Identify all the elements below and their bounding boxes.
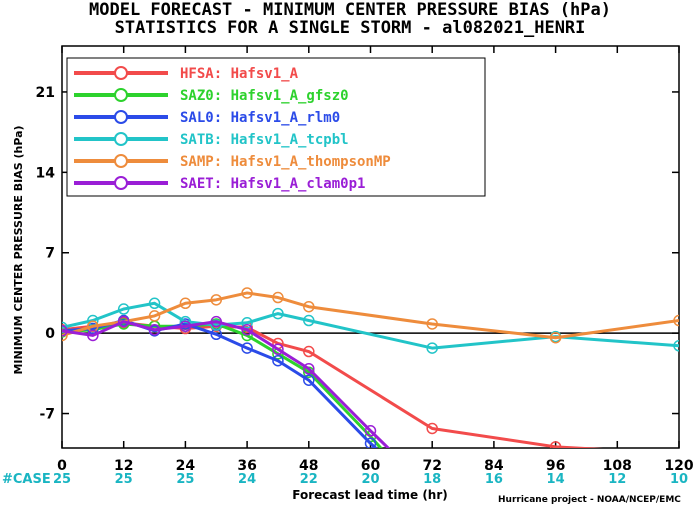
legend-label: SATB: Hafsv1_A_tcpbl xyxy=(180,132,349,148)
case-count: 25 xyxy=(115,472,133,487)
data-point xyxy=(117,315,130,328)
data-point xyxy=(303,345,315,358)
y-tick-label: 7 xyxy=(45,246,55,262)
data-point xyxy=(62,321,68,334)
case-count: 25 xyxy=(176,472,194,487)
legend-marker xyxy=(114,110,128,124)
data-point xyxy=(241,317,253,329)
data-point xyxy=(272,343,284,355)
legend-label: HFSA: Hafsv1_A xyxy=(180,66,299,82)
x-tick-label: 108 xyxy=(603,458,632,474)
legend-label: SAL0: Hafsv1_A_rlm0 xyxy=(180,110,340,126)
x-tick-label: 12 xyxy=(114,458,133,474)
data-point xyxy=(426,318,438,330)
data-point xyxy=(62,325,68,337)
data-point xyxy=(148,297,161,310)
chart-title: MODEL FORECAST - MINIMUM CENTER PRESSURE… xyxy=(89,0,611,20)
data-point xyxy=(396,466,406,476)
data-point xyxy=(241,342,253,354)
y-tick-label: 14 xyxy=(36,165,56,181)
chart-subtitle: STATISTICS FOR A SINGLE STORM - al082021… xyxy=(114,18,586,38)
data-point xyxy=(62,329,68,342)
case-count: 25 xyxy=(53,472,71,487)
case-count: 12 xyxy=(608,472,626,487)
y-tick-label: -7 xyxy=(39,407,55,423)
x-tick-label: 120 xyxy=(664,458,693,474)
data-point xyxy=(272,291,284,304)
case-count: 14 xyxy=(547,472,565,487)
data-point xyxy=(426,342,438,354)
data-point xyxy=(396,466,406,476)
x-tick-label: 0 xyxy=(57,458,67,474)
legend-marker xyxy=(114,154,128,168)
x-axis-label: Forecast lead time (hr) xyxy=(292,488,448,502)
series-line xyxy=(62,321,604,448)
case-count: 16 xyxy=(485,472,503,487)
data-point xyxy=(210,328,222,341)
data-point xyxy=(210,319,222,331)
data-point xyxy=(303,300,315,313)
data-point xyxy=(241,287,253,299)
legend-box xyxy=(66,57,486,197)
x-tick-label: 84 xyxy=(484,458,504,474)
case-count: 24 xyxy=(238,472,256,487)
x-tick-label: 96 xyxy=(546,458,565,474)
data-point xyxy=(148,323,161,336)
y-axis-label: MINIMUM CENTER PRESSURE BIAS (hPa) xyxy=(12,125,25,374)
data-point xyxy=(117,303,130,315)
series-line xyxy=(62,322,383,448)
data-point xyxy=(148,310,161,322)
legend-marker xyxy=(114,88,128,102)
data-point xyxy=(210,315,222,328)
case-count: 20 xyxy=(361,472,379,487)
x-tick-label: 72 xyxy=(422,458,441,474)
data-point xyxy=(303,362,315,375)
data-point xyxy=(210,294,222,306)
data-point xyxy=(303,374,315,386)
data-point xyxy=(272,307,284,320)
data-point xyxy=(407,466,417,476)
data-point xyxy=(364,437,377,448)
data-point xyxy=(87,329,99,342)
legend-marker xyxy=(114,132,128,146)
legend-marker xyxy=(114,66,128,80)
case-count: 22 xyxy=(300,472,318,487)
x-tick-label: 36 xyxy=(237,458,256,474)
data-point xyxy=(549,441,562,448)
legend-label: SAET: Hafsv1_A_clam0p1 xyxy=(180,176,365,192)
legend-label: SAZ0: Hafsv1_A_gfsz0 xyxy=(180,88,349,104)
y-tick-label: 0 xyxy=(45,326,55,342)
data-point xyxy=(272,354,284,367)
x-tick-label: 24 xyxy=(176,458,196,474)
legend-label: SAMP: Hafsv1_A_thompsonMP xyxy=(180,154,391,170)
data-point xyxy=(179,297,192,310)
data-point xyxy=(241,323,253,336)
data-point xyxy=(179,320,192,333)
data-point xyxy=(673,314,679,327)
data-point xyxy=(364,425,377,437)
y-tick-label: 21 xyxy=(36,85,55,101)
data-point xyxy=(673,340,679,352)
case-count: 10 xyxy=(670,472,688,487)
x-tick-label: 48 xyxy=(299,458,318,474)
data-point xyxy=(426,422,438,435)
case-label: #CASE xyxy=(2,472,51,487)
case-count: 18 xyxy=(423,472,441,487)
legend-marker xyxy=(114,176,128,190)
credit-text: Hurricane project - NOAA/NCEP/EMC xyxy=(498,495,681,505)
data-point xyxy=(87,320,99,333)
data-point xyxy=(549,331,562,344)
data-point xyxy=(303,314,315,327)
x-tick-label: 60 xyxy=(361,458,381,474)
series-line xyxy=(62,320,391,448)
